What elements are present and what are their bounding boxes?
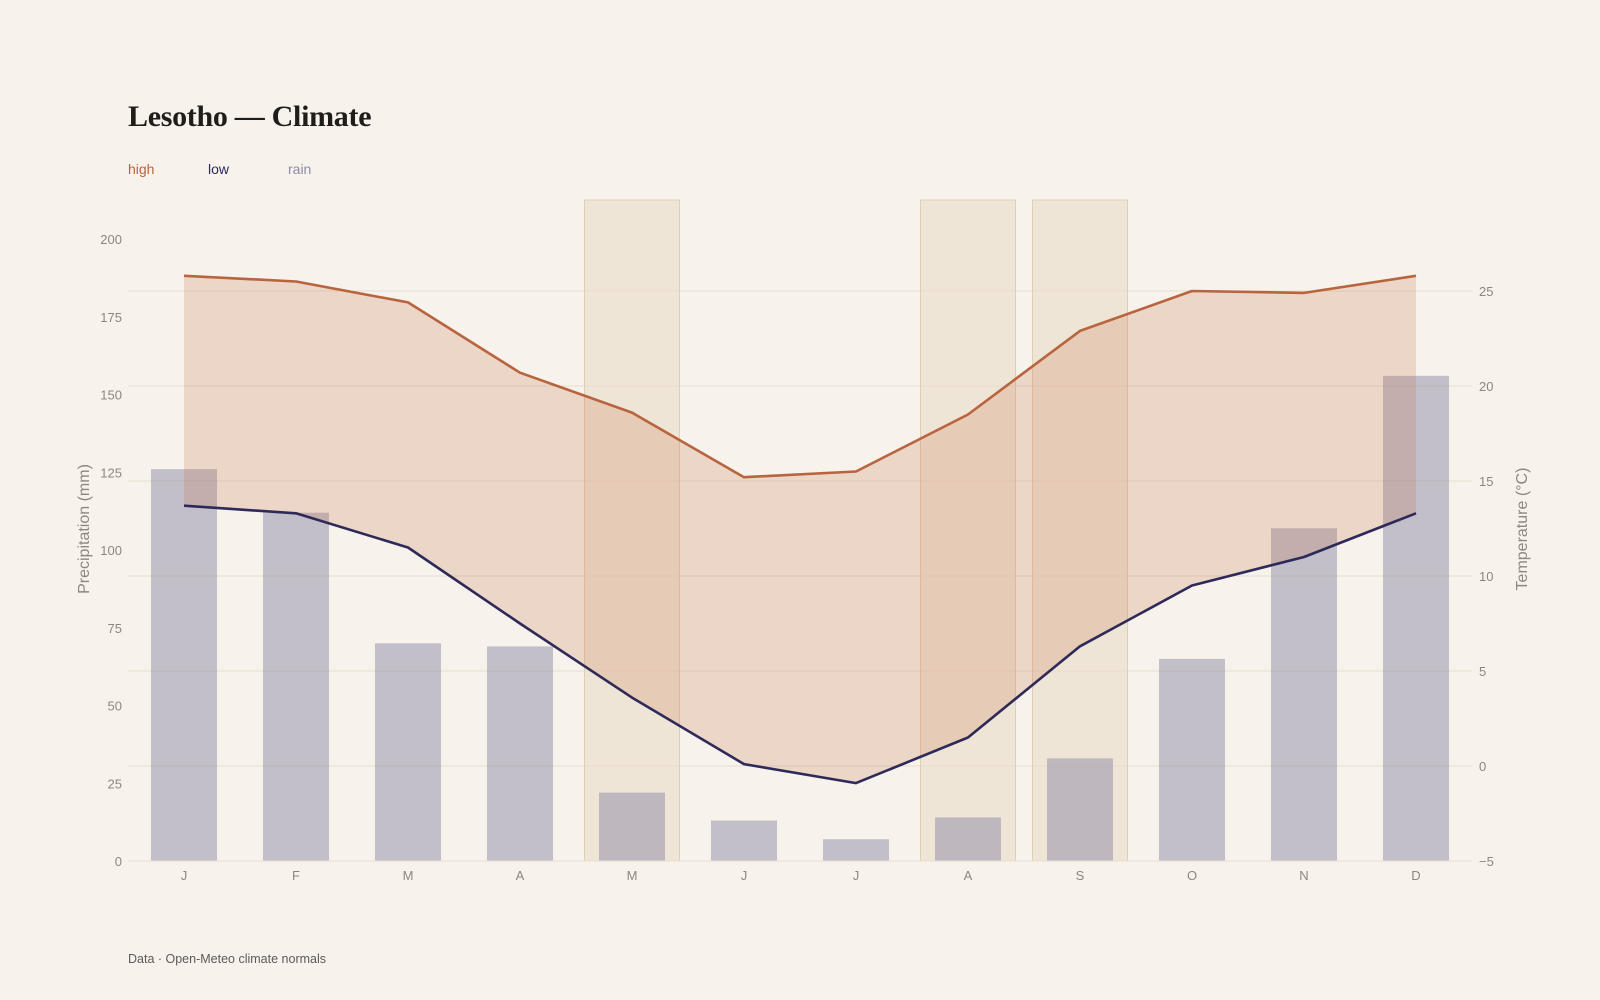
- x-tick-label: F: [292, 868, 300, 883]
- temperature-range-area: [184, 275, 1416, 784]
- rain-bar: [599, 792, 665, 861]
- y-right-tick-label: 25: [1479, 284, 1493, 299]
- y-right-tick-label: 10: [1479, 569, 1493, 584]
- legend-item-high: high: [128, 161, 155, 177]
- rain-bar: [1271, 528, 1337, 861]
- x-tick-label: M: [403, 868, 414, 883]
- highlight-band: [584, 199, 680, 862]
- x-tick-label: D: [1411, 868, 1420, 883]
- rain-bar: [375, 643, 441, 861]
- y-right-tick-label: 5: [1479, 664, 1486, 679]
- y-right-tick-label: 20: [1479, 379, 1493, 394]
- y-left-tick-label: 0: [115, 854, 122, 869]
- x-tick-label: J: [853, 868, 860, 883]
- rain-bar: [263, 512, 329, 861]
- axes: 0 25 50 75 100 125 150 175 200 −5 0 5 10 15 20 25 J F M A M J…: [76, 232, 1531, 883]
- low-line: [183, 504, 1417, 785]
- chart-title: Lesotho — Climate: [128, 100, 372, 133]
- rain-bar: [711, 820, 777, 861]
- rain-bar: [151, 469, 217, 861]
- x-tick-label: A: [516, 868, 525, 883]
- y-left-tick-label: 200: [100, 232, 122, 247]
- x-tick-label: M: [627, 868, 638, 883]
- data-source-note: Data · Open-Meteo climate normals: [128, 952, 326, 966]
- x-tick-label: A: [964, 868, 973, 883]
- x-tick-label: J: [741, 868, 748, 883]
- rain-bar: [935, 817, 1001, 861]
- y-right-axis-title: Temperature (°C): [1514, 468, 1531, 591]
- y-left-tick-label: 150: [100, 388, 122, 403]
- y-left-tick-label: 100: [100, 543, 122, 558]
- y-left-tick-label: 25: [108, 776, 122, 791]
- x-tick-label: O: [1187, 868, 1197, 883]
- x-tick-label: N: [1299, 868, 1308, 883]
- y-left-tick-label: 125: [100, 465, 122, 480]
- y-left-tick-label: 175: [100, 310, 122, 325]
- temperature-band: [184, 275, 1416, 784]
- rain-bar: [1047, 758, 1113, 861]
- rain-bar: [823, 839, 889, 861]
- y-right-tick-label: 0: [1479, 759, 1486, 774]
- temperature-lines: [183, 274, 1417, 785]
- x-tick-label: S: [1076, 868, 1085, 883]
- y-left-axis-title: Precipitation (mm): [76, 464, 93, 594]
- legend-item-rain: rain: [288, 161, 312, 177]
- rain-bar: [1383, 375, 1449, 861]
- high-line: [183, 274, 1417, 479]
- rain-bars: [151, 375, 1449, 861]
- legend-item-low: low: [208, 161, 230, 177]
- x-tick-label: J: [181, 868, 188, 883]
- y-left-tick-label: 75: [108, 621, 122, 636]
- highlight-band: [1032, 199, 1128, 862]
- rain-bar: [1159, 658, 1225, 861]
- y-left-tick-label: 50: [108, 699, 122, 714]
- y-right-tick-label: −5: [1479, 854, 1494, 869]
- y-right-tick-label: 15: [1479, 474, 1493, 489]
- rain-bar: [487, 646, 553, 861]
